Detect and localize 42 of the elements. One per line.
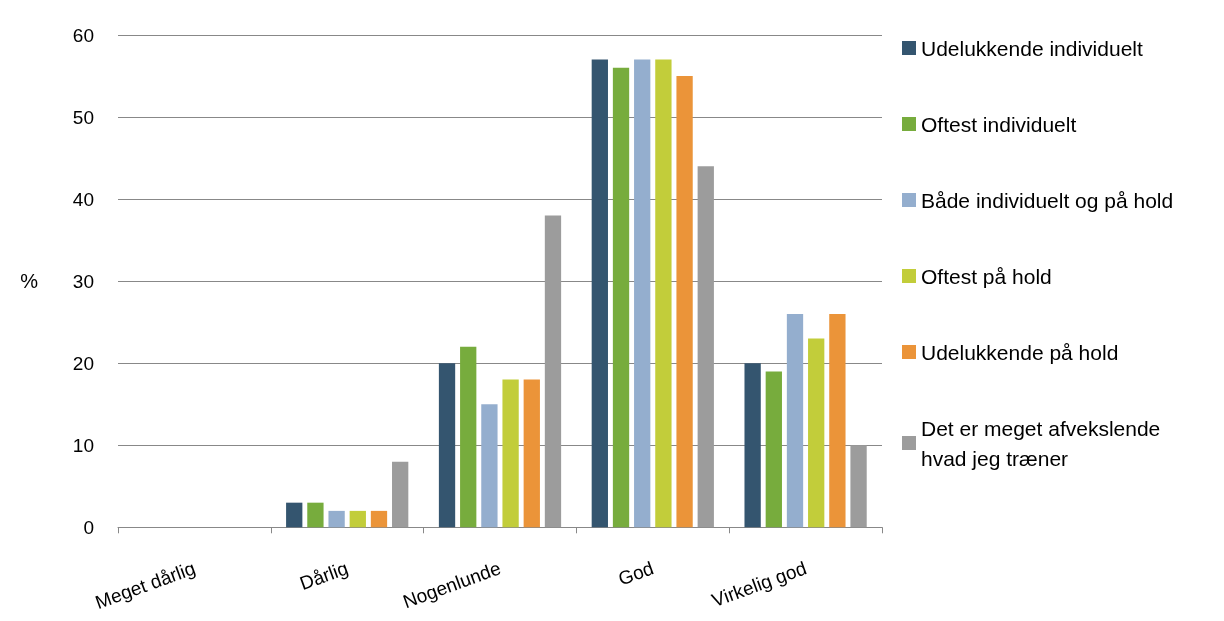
x-tick-label: God: [615, 557, 657, 590]
bar: [829, 313, 846, 528]
bar: [307, 502, 324, 528]
y-tick-label: 60: [72, 24, 94, 46]
bar: [523, 379, 540, 528]
bar: [502, 379, 519, 528]
y-tick-label: 20: [72, 352, 94, 374]
bar: [655, 59, 672, 528]
y-tick-label: 40: [72, 188, 94, 210]
bar: [349, 510, 366, 528]
x-tick-label: Virkelig god: [709, 557, 810, 611]
bar: [634, 59, 651, 528]
bar: [612, 67, 630, 528]
bar: [697, 166, 714, 528]
bar: [438, 363, 456, 528]
x-tick-label: Meget dårlig: [92, 557, 198, 613]
y-tick-label: 0: [83, 516, 94, 538]
y-tick-label: 10: [72, 434, 94, 456]
bar: [328, 510, 345, 528]
x-tick-label: Dårlig: [296, 557, 351, 595]
bar: [591, 59, 608, 528]
bar: [850, 445, 867, 528]
bar: [744, 363, 761, 528]
legend-label: Udelukkende individuelt: [921, 36, 1143, 60]
legend-label: Udelukkende på hold: [921, 340, 1119, 364]
bar: [786, 313, 804, 528]
bar: [808, 338, 825, 528]
legend-label: Oftest individuelt: [921, 112, 1077, 136]
bar: [481, 404, 498, 528]
bar: [544, 215, 562, 528]
legend-label: Oftest på hold: [921, 264, 1052, 288]
bar: [676, 76, 693, 528]
legend-label: Både individuelt og på hold: [921, 188, 1174, 212]
legend-label: Det er meget afvekslende hvad jeg træner: [921, 416, 1167, 470]
bar: [370, 510, 388, 528]
bar: [286, 502, 303, 528]
y-tick-label: 30: [72, 270, 94, 292]
y-tick-label: 50: [72, 106, 94, 128]
y-axis-title: %: [20, 270, 39, 293]
bar: [392, 461, 409, 528]
bar: [765, 371, 782, 528]
bar: [460, 346, 477, 528]
